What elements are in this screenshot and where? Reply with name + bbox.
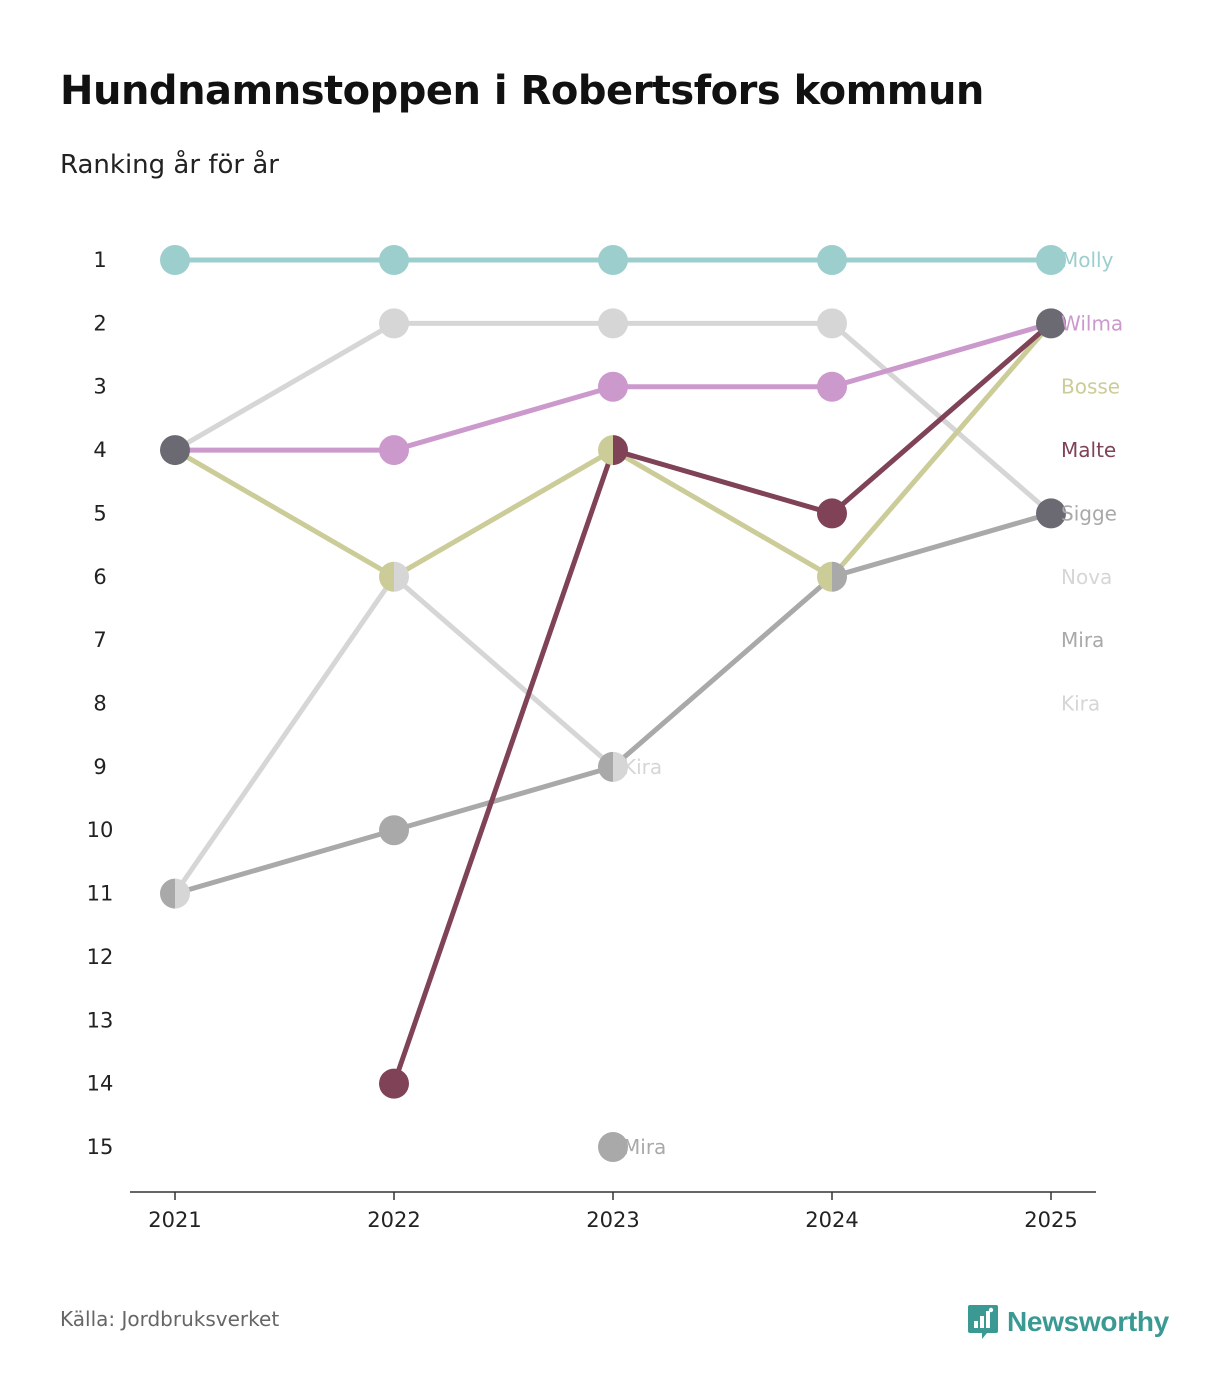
brand-name: Newsworthy <box>1007 1306 1169 1337</box>
data-point-left-half <box>379 561 394 592</box>
y-tick-label: 15 <box>87 1135 114 1159</box>
inline-label-mira: Mira <box>623 1135 666 1159</box>
series-label-sigge: Sigge <box>1061 501 1117 525</box>
y-tick-label: 11 <box>87 882 114 906</box>
data-point <box>817 308 847 339</box>
chart-title: Hundnamnstoppen i Robertsfors kommun <box>60 68 984 114</box>
x-tick-label: 2024 <box>805 1208 858 1232</box>
series-label-malte: Malte <box>1061 438 1116 462</box>
x-tick-label: 2023 <box>586 1208 639 1232</box>
y-tick-label: 7 <box>93 628 106 652</box>
x-tick-label: 2021 <box>148 1208 201 1232</box>
y-tick-label: 2 <box>93 311 106 335</box>
data-point <box>379 815 409 846</box>
y-tick-label: 3 <box>93 375 106 399</box>
data-point <box>817 498 847 529</box>
data-point-left-half <box>598 751 613 782</box>
data-point <box>1036 245 1066 275</box>
y-tick-label: 5 <box>93 501 106 525</box>
data-point <box>160 435 190 466</box>
data-point <box>379 1068 409 1099</box>
data-point <box>598 1132 628 1162</box>
series-label-molly: Molly <box>1061 248 1114 272</box>
chart-subtitle: Ranking år för år <box>60 150 279 180</box>
point-markers <box>160 245 1066 1162</box>
data-point <box>598 308 628 339</box>
series-line-nova <box>172 320 1054 516</box>
data-point-left-half <box>817 561 832 592</box>
x-tick-label: 2022 <box>367 1208 420 1232</box>
data-point <box>379 435 409 466</box>
data-point-left-half <box>598 435 613 466</box>
data-point-right-half <box>613 751 628 782</box>
series-labels: Molly Nova Kira Kira Mira Mira Sigge Bosse Malte… <box>623 248 1123 1159</box>
series-label-kira: Kira <box>1061 692 1100 716</box>
inline-label-kira: Kira <box>623 755 662 779</box>
x-tick-label: 2025 <box>1024 1208 1077 1232</box>
y-tick-label: 13 <box>87 1008 114 1032</box>
series-line-malte <box>391 320 1054 1087</box>
data-point <box>817 371 847 402</box>
data-point <box>598 245 628 275</box>
data-point-right-half <box>613 435 628 466</box>
data-point <box>379 308 409 339</box>
series-label-wilma: Wilma <box>1061 311 1123 335</box>
series-label-mira: Mira <box>1061 628 1104 652</box>
series-label-bosse: Bosse <box>1061 375 1120 399</box>
data-point <box>598 371 628 402</box>
y-tick-label: 6 <box>93 565 106 589</box>
y-tick-label: 4 <box>93 438 106 462</box>
source-note: Källa: Jordbruksverket <box>60 1307 280 1331</box>
data-point-right-half <box>394 561 410 592</box>
data-point <box>1036 308 1066 339</box>
data-point <box>160 245 190 275</box>
y-tick-label: 9 <box>93 755 106 779</box>
newsworthy-logo-icon <box>968 1305 998 1339</box>
data-point <box>817 245 847 275</box>
data-point-right-half <box>832 561 848 592</box>
y-tick-label: 10 <box>87 818 114 842</box>
y-tick-label: 8 <box>93 692 106 716</box>
y-tick-label: 1 <box>93 248 106 272</box>
brand-logo: Newsworthy <box>967 1302 1169 1342</box>
data-point <box>1036 498 1066 529</box>
data-point-left-half <box>160 878 175 909</box>
series-label-nova: Nova <box>1061 565 1112 589</box>
y-tick-label: 12 <box>87 945 114 969</box>
data-point <box>379 245 409 275</box>
series-line-kira <box>172 574 616 897</box>
y-tick-label: 14 <box>87 1072 114 1096</box>
data-point-right-half <box>175 878 190 909</box>
